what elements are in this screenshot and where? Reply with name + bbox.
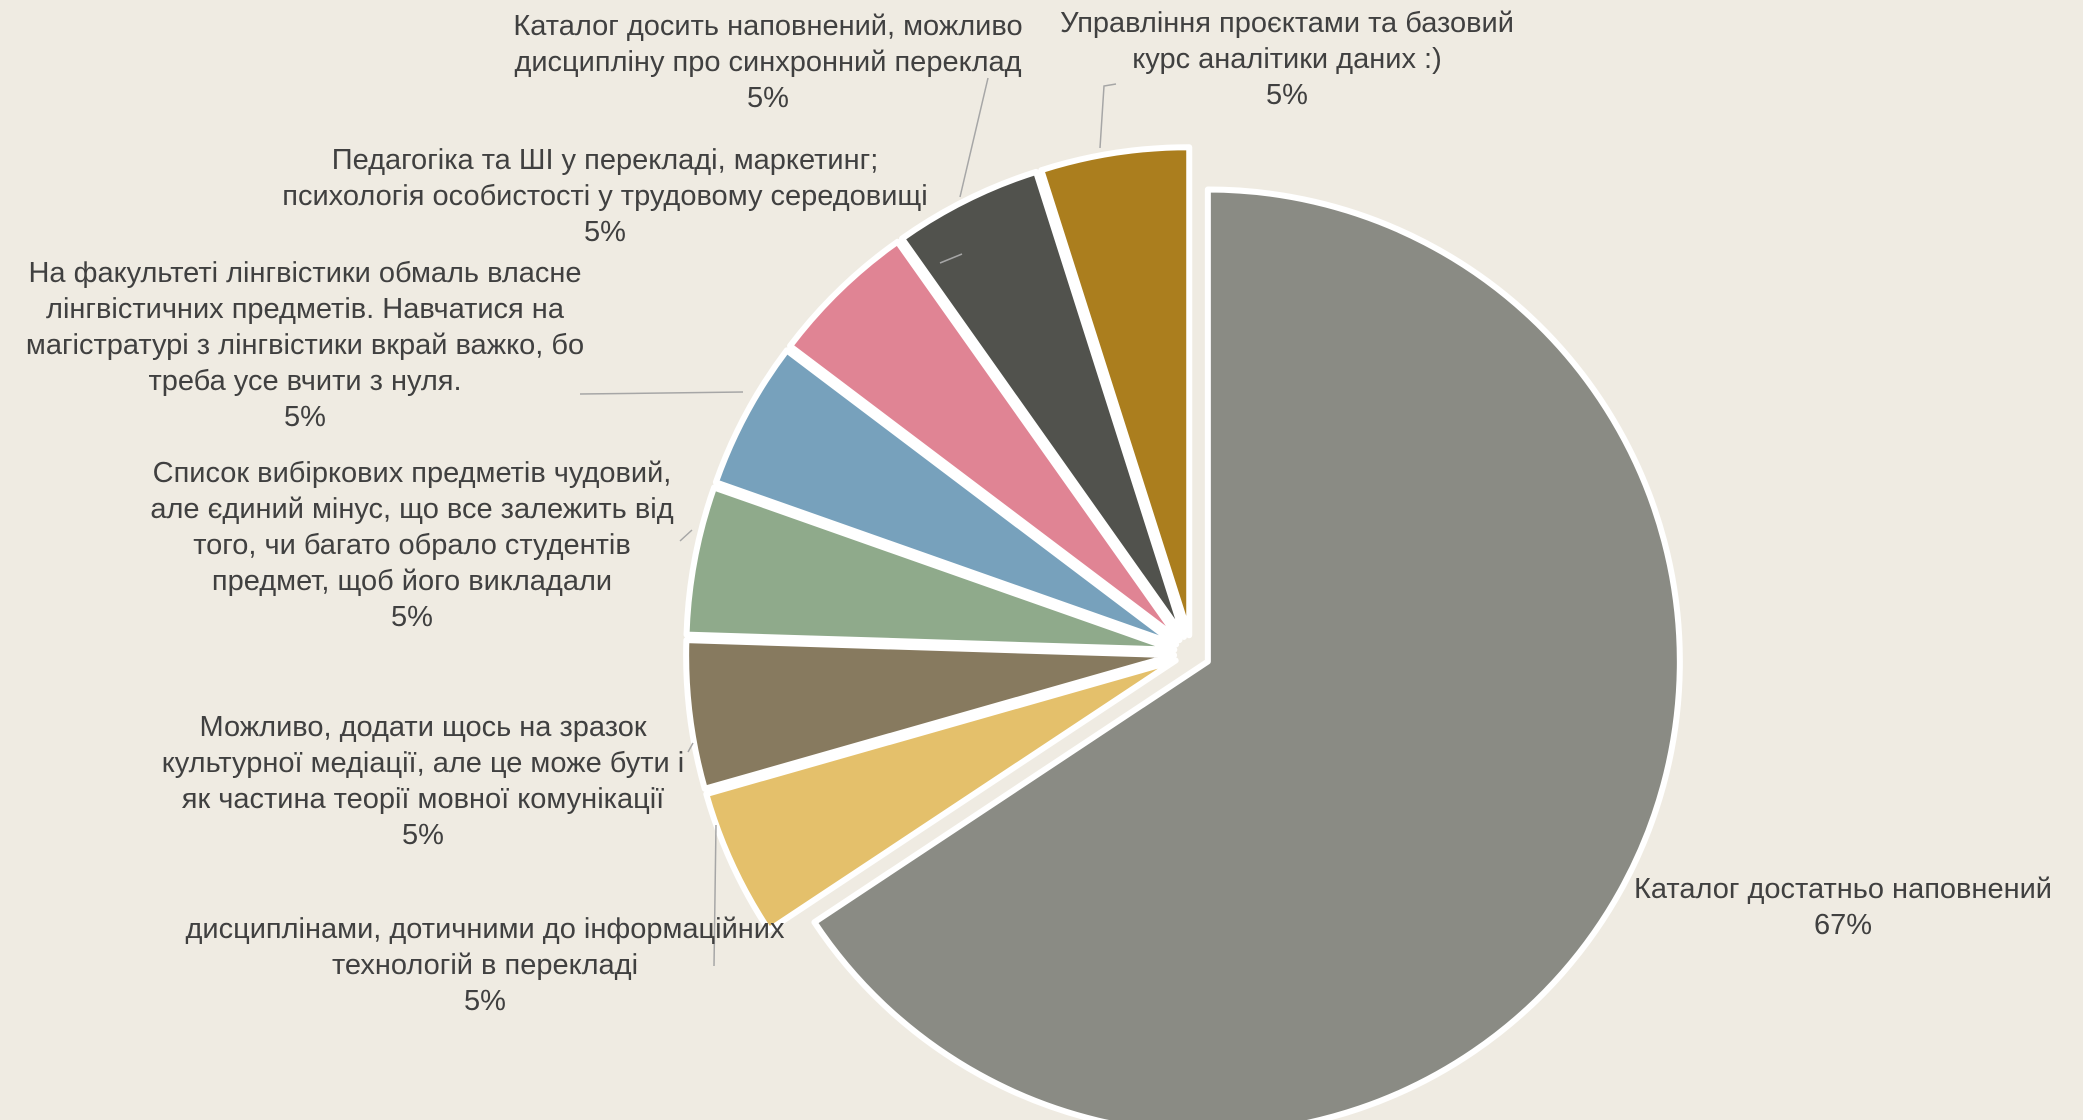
leader-lines-layer [579,77,1117,967]
pie-slice-6 [899,168,1187,640]
leader-line-7 [1099,83,1117,149]
slice-label-2: Можливо, додати щось на зразок культурної… [162,711,684,851]
slice-value-label-1: 5% [464,985,506,1017]
leader-line-1 [713,824,717,967]
slice-label-6-line-0: Каталог досить наповнений, можливо [513,10,1022,42]
slice-label-3-line-0: Список вибіркових предметів чудовий, [153,457,672,489]
slice-label-4-line-2: магістратурі з лінгвістики вкрай важко, … [26,329,584,361]
slice-label-3-line-1: але єдиний мінус, що все залежить від [150,493,673,525]
slice-label-1: дисциплінами, дотичними до інформаційних… [185,913,785,1017]
labels-layer: Каталог достатньо наповнений 67% дисциплін… [26,7,2052,1017]
slice-label-4-line-3: треба усе вчити з нуля. [148,365,461,397]
slice-label-4-line-1: лінгвістичних предметів. Навчатися на [46,293,565,325]
pie-slice-4 [712,347,1180,648]
slice-label-6: Каталог досить наповнений, можливо дисцип… [513,10,1022,114]
slice-label-3-line-3: предмет, щоб його викладали [212,565,612,597]
slice-label-0-line-0: Каталог достатньо наповнений [1634,873,2052,905]
slice-value-label-2: 5% [402,819,444,851]
slice-label-2-line-0: Можливо, додати щось на зразок [199,711,646,743]
pie-slice-7 [1038,144,1193,639]
slice-label-1-line-1: технологій в перекладі [332,949,638,981]
pie-slice-3 [683,484,1178,653]
slice-label-3-line-2: того, чи багато обрало студентів [193,529,631,561]
slice-label-5-line-1: психологія особистості у трудовому серед… [282,180,927,212]
slice-value-label-7: 5% [1266,79,1308,111]
slice-label-4-line-0: На факультеті лінгвістики обмаль власне [28,257,581,289]
slice-label-3: Список вибіркових предметів чудовий, але … [150,457,673,633]
slice-label-1-line-0: дисциплінами, дотичними до інформаційних [185,913,785,945]
leader-line-5 [939,253,963,264]
leader-line-2 [687,742,694,753]
slice-value-label-3: 5% [391,601,433,633]
pie-slice-1 [703,657,1179,934]
slice-value-label-5: 5% [584,216,626,248]
slice-label-4: На факультеті лінгвістики обмаль власне л… [26,257,584,433]
slices-layer [683,144,1683,1120]
slice-label-7: Управління проєктами та базовий курс анал… [1060,7,1514,111]
slice-value-label-4: 5% [284,401,326,433]
slice-label-2-line-1: культурної медіації, але це може бути і [162,747,684,779]
slice-label-2-line-2: як частина теорії мовної комунікації [182,783,664,815]
slice-label-7-line-0: Управління проєктами та базовий [1060,7,1514,39]
pie-slice-2 [683,637,1178,792]
leader-line-3 [679,529,693,542]
slice-label-5-line-0: Педагогіка та ШІ у перекладі, маркетинг; [332,144,879,176]
slice-label-6-line-1: дисципліну про синхронний переклад [514,46,1021,78]
leader-line-6 [959,77,989,198]
slice-value-label-6: 5% [747,82,789,114]
pie-slice-5 [787,238,1183,644]
slice-value-label-0: 67% [1814,909,1872,941]
slice-label-0: Каталог достатньо наповнений 67% [1634,873,2052,941]
slice-label-5: Педагогіка та ШІ у перекладі, маркетинг;… [282,144,927,248]
slice-label-7-line-1: курс аналітики даних :) [1132,43,1441,75]
pie-slice-0 [811,186,1683,1120]
leader-line-4 [579,391,744,395]
